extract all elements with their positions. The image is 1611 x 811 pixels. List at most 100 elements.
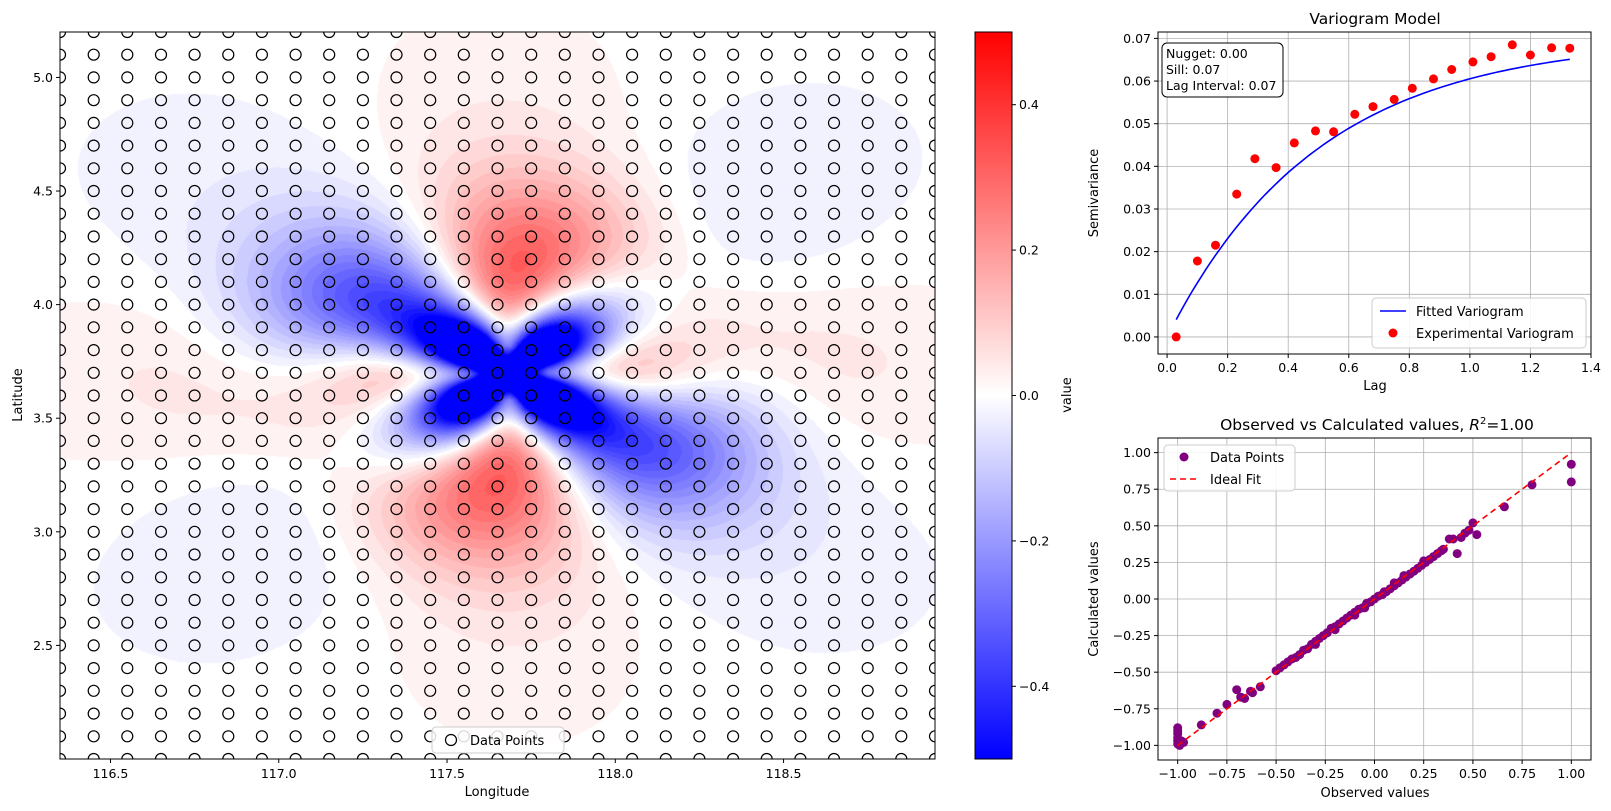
data-point (928, 366, 935, 379)
data-point (121, 116, 134, 130)
experimental-point (1407, 83, 1417, 93)
data-point (726, 434, 740, 447)
data-point (693, 616, 706, 629)
data-point (390, 457, 403, 470)
data-point (60, 298, 67, 311)
data-point (60, 639, 67, 652)
data-point (659, 139, 672, 152)
data-point (794, 661, 807, 675)
data-point (87, 548, 100, 561)
data-point (222, 752, 235, 759)
data-point (356, 639, 369, 652)
observed-vs-calculated-panel: Observed vs Calculated values, R2=1.00 −… (1087, 416, 1592, 801)
data-point (726, 230, 740, 243)
data-point (558, 412, 571, 425)
data-point (222, 139, 235, 152)
data-point (457, 457, 470, 470)
data-point (491, 230, 504, 243)
x-tick-label: 118.0 (597, 766, 633, 781)
data-point (457, 253, 470, 266)
data-point (323, 275, 336, 288)
data-point (356, 503, 369, 516)
data-point (861, 71, 874, 84)
data-point (760, 389, 773, 402)
data-point (323, 94, 336, 107)
data-point (760, 207, 773, 220)
x-tick-label: −0.25 (1306, 766, 1344, 781)
data-point (424, 412, 437, 425)
data-point (895, 71, 908, 84)
data-point (60, 434, 67, 447)
y-tick-label: 0.00 (1123, 592, 1151, 607)
data-point (794, 184, 807, 198)
data-point (827, 480, 841, 493)
data-point (928, 480, 935, 493)
data-point (323, 593, 336, 607)
x-tick-label: 0.0 (1157, 360, 1177, 375)
data-point (121, 162, 134, 175)
data-point (625, 184, 639, 198)
data-point (121, 71, 134, 84)
data-point (659, 275, 672, 288)
data-point (424, 253, 437, 266)
data-point (827, 275, 841, 288)
data-point (625, 593, 639, 607)
data-point (323, 116, 336, 130)
data-point (928, 593, 935, 607)
data-point (861, 275, 874, 288)
data-point (558, 389, 571, 402)
data-point (928, 298, 935, 311)
data-point (188, 639, 201, 652)
x-tick-label: 1.2 (1520, 360, 1540, 375)
data-point (625, 207, 639, 220)
data-point (928, 230, 935, 243)
data-point (726, 480, 740, 493)
data-point (457, 639, 470, 652)
data-point (289, 344, 302, 357)
data-point (928, 639, 935, 652)
data-point (356, 48, 369, 61)
data-point (827, 230, 841, 243)
data-point (188, 298, 201, 311)
data-point (255, 71, 268, 84)
colorbar-tick-label: −0.2 (1019, 533, 1049, 548)
data-point (760, 162, 773, 175)
data-point (289, 32, 302, 39)
data-point (255, 434, 268, 447)
data-point (255, 48, 268, 61)
data-point (558, 253, 571, 266)
data-point (592, 298, 605, 311)
data-point (60, 548, 67, 561)
data-point (188, 48, 201, 61)
data-point (457, 707, 470, 720)
data-point (760, 139, 773, 152)
data-point (726, 684, 740, 697)
data-point (222, 32, 235, 39)
x-tick-label: 117.0 (261, 766, 297, 781)
data-point (424, 94, 437, 107)
data-point (87, 684, 100, 697)
data-point (525, 253, 538, 266)
data-point (827, 116, 841, 130)
data-point (928, 116, 935, 129)
x-tick-label: 1.0 (1460, 360, 1480, 375)
data-point (390, 230, 403, 243)
data-point (87, 253, 100, 266)
colorbar-tick-label: −0.4 (1019, 679, 1049, 694)
scatter-point (1527, 480, 1537, 490)
data-point (390, 366, 403, 379)
data-point (323, 548, 336, 561)
data-point (289, 116, 302, 130)
data-point (794, 71, 807, 84)
data-point (895, 275, 908, 288)
y-tick-label: −0.25 (1113, 628, 1151, 643)
data-point (693, 321, 706, 334)
data-point (222, 321, 235, 334)
data-point (255, 321, 268, 334)
scatter-point (1330, 625, 1340, 635)
data-point (794, 275, 807, 288)
data-point (390, 480, 403, 493)
data-point (928, 207, 935, 220)
data-point (794, 344, 807, 357)
data-point (592, 253, 605, 266)
